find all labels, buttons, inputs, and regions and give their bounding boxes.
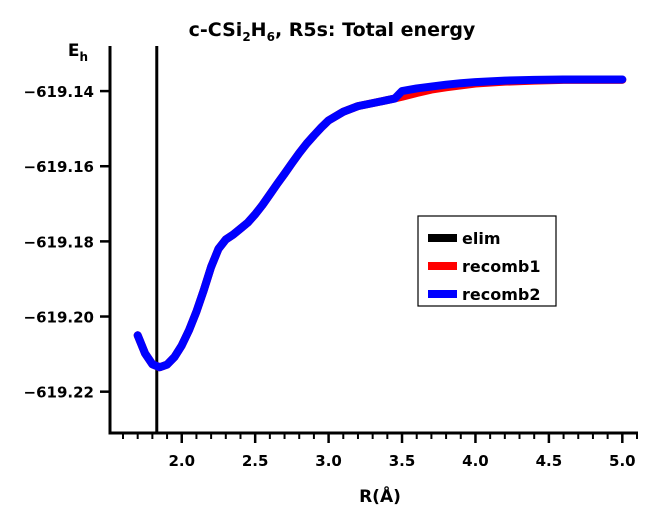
legend-label-recomb1: recomb1 bbox=[462, 257, 540, 276]
x-tick-label: 4.5 bbox=[536, 452, 563, 470]
y-tick-label: −619.18 bbox=[24, 233, 94, 251]
x-tick-label: 3.5 bbox=[389, 452, 416, 470]
x-tick-label: 3.0 bbox=[315, 452, 342, 470]
legend-label-elim: elim bbox=[462, 229, 501, 248]
series-line-recomb2 bbox=[133, 75, 627, 372]
x-tick-label: 5.0 bbox=[609, 452, 636, 470]
x-axis-label: R(Å) bbox=[359, 484, 401, 507]
legend: elim recomb1 recomb2 bbox=[417, 215, 557, 307]
x-tick-label: 4.0 bbox=[462, 452, 489, 470]
chart-title: c-CSi2H6, R5s: Total energy bbox=[189, 19, 476, 44]
y-tick-label: −619.14 bbox=[24, 83, 94, 101]
legend-label-recomb2: recomb2 bbox=[462, 285, 540, 304]
y-tick-label: −619.20 bbox=[24, 309, 94, 327]
plot-area bbox=[133, 46, 627, 433]
y-axis-label: Eh bbox=[68, 41, 88, 64]
y-tick-label: −619.22 bbox=[24, 384, 94, 402]
x-tick-label: 2.0 bbox=[168, 452, 195, 470]
y-tick-label: −619.16 bbox=[24, 158, 94, 176]
x-tick-label: 2.5 bbox=[242, 452, 269, 470]
